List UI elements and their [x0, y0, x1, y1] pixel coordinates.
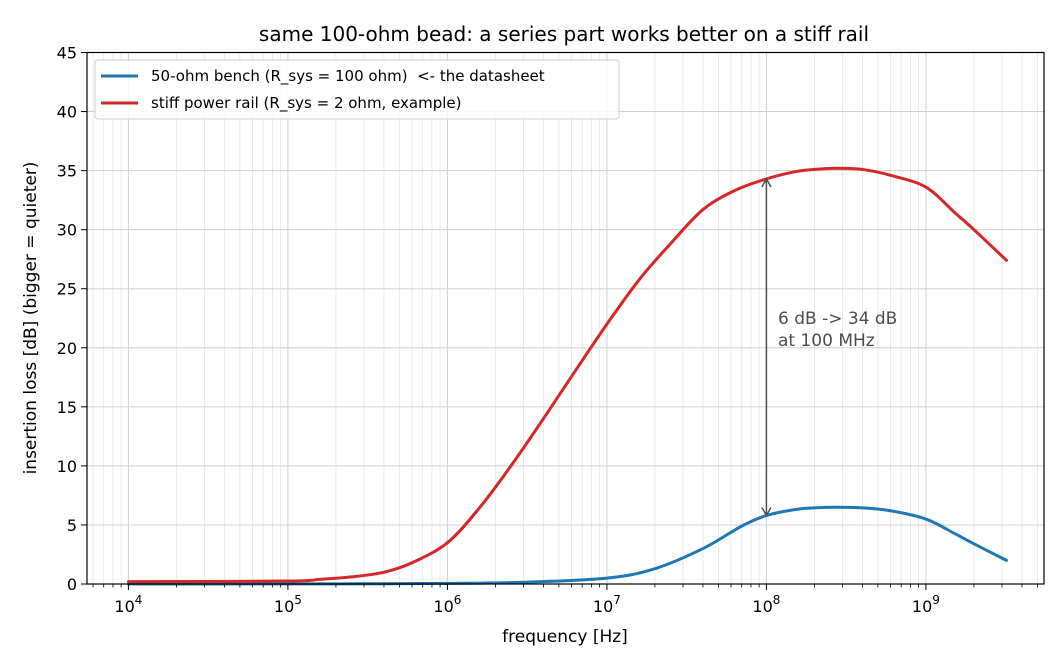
major-grid: [87, 52, 1044, 585]
x-tick-label: 107: [593, 593, 621, 616]
y-tick-label: 35: [57, 162, 77, 181]
minor-grid: [92, 52, 1038, 584]
y-axis-title: insertion loss [dB] (bigger = quieter): [21, 162, 41, 475]
series-line-2: [126, 166, 1008, 584]
x-tick-label: 106: [433, 593, 461, 616]
x-tick-label: 108: [752, 593, 780, 616]
y-tick-label: 40: [57, 103, 77, 122]
annotation: 6 dB -> 34 dB at 100 MHz: [761, 177, 897, 518]
legend: 50-ohm bench (R_sys = 100 ohm) <- the da…: [94, 59, 620, 120]
y-tick-label: 10: [57, 457, 77, 476]
chart-title: same 100-ohm bead: a series part works b…: [259, 22, 869, 46]
x-tick-label: 105: [274, 593, 302, 616]
annotation-arrowhead-top: [761, 177, 772, 188]
legend-label-series-1: 50-ohm bench (R_sys = 100 ohm) <- the da…: [151, 67, 545, 86]
legend-box: [94, 59, 620, 120]
y-tick-label: 15: [57, 398, 77, 417]
y-tick-label: 0: [67, 575, 77, 594]
annotation-arrowhead-bottom: [761, 507, 772, 518]
legend-label-series-2: stiff power rail (R_sys = 2 ohm, example…: [151, 94, 462, 113]
y-tick-label: 25: [57, 280, 77, 299]
y-tick-label: 45: [57, 44, 77, 63]
x-tick-label: 109: [912, 593, 940, 616]
plot-frame: [86, 51, 1045, 585]
y-axis-ticks: 0 5 10 15 20 25 30 35 40 45: [57, 44, 87, 594]
y-tick-label: 20: [57, 339, 77, 358]
annotation-text-line1: 6 dB -> 34 dB: [778, 309, 897, 329]
x-axis-ticks: 104 105 106 107 108 109: [92, 584, 1038, 616]
x-tick-label: 104: [114, 593, 142, 616]
y-tick-label: 30: [57, 221, 77, 240]
annotation-text-line2: at 100 MHz: [778, 331, 875, 351]
y-tick-label: 5: [67, 516, 77, 535]
x-axis-title: frequency [Hz]: [502, 627, 628, 647]
